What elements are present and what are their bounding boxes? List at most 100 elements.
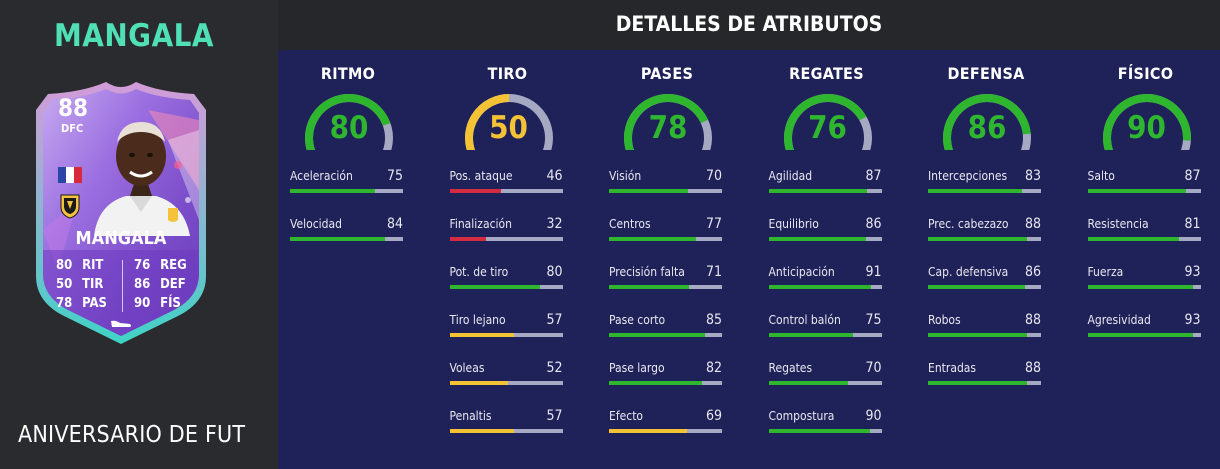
stat-name: Finalización [449,217,512,231]
stat-name: Aceleración [290,169,353,183]
stat-bar-fill [609,237,696,241]
stat-bar-fill [1087,285,1193,289]
stat-bar [449,381,563,385]
stat-name: Entradas [928,361,977,375]
stat-bar [449,285,563,289]
stat-bar-fill [1087,333,1193,337]
valencia-crest-icon [60,194,80,219]
attributes-body [278,50,1220,469]
stat-value: 81 [1184,216,1201,232]
stat-bar [768,429,882,433]
stat-value: 46 [546,168,563,184]
stat-bar-fill [768,333,854,337]
player-card[interactable]: 88 DFC MANGALA 80 RIT 50 TIR 7 [28,80,214,348]
stat-row: Entradas 88 [928,360,1041,391]
stat-bar-fill [449,285,540,289]
stat-bar-fill [1087,189,1186,193]
stat-name: Pot. de tiro [449,265,509,279]
stat-name: Prec. cabezazo [928,217,1009,231]
stat-row: Resistencia 81 [1087,216,1201,247]
stat-bar [1087,333,1201,337]
stat-row: Centros 77 [609,216,722,247]
stat-bar-fill [449,333,514,337]
category-gauge [464,94,553,150]
stat-value: 70 [705,168,722,184]
stat-value: 71 [705,264,722,280]
stat-name: Robos [928,313,961,327]
stat-bar [449,333,563,337]
category-value: 76 [808,110,847,146]
gauge-fill [783,94,866,150]
attributes-title: DETALLES DE ATRIBUTOS [615,12,883,36]
stat-bar [928,189,1041,193]
stat-name: Fuerza [1087,265,1124,279]
stat-bar [768,381,882,385]
stat-name: Salto [1087,169,1115,183]
stat-bar [768,189,882,193]
stat-bar [609,285,722,289]
card-stat: 90 FÍS [134,296,181,311]
stat-row: Pase corto 85 [609,312,722,343]
stat-row: Penaltis 57 [449,408,563,439]
stat-bar-fill [449,237,486,241]
category-gauge [624,93,712,150]
stat-value: 88 [1024,360,1041,376]
category-gauge [305,94,393,150]
card-stat: 80 RIT [56,258,104,273]
category-value: 78 [648,110,688,146]
stat-value: 83 [1024,168,1041,184]
card-stat: 78 PAS [56,296,107,311]
stat-value: 75 [386,168,403,184]
stat-name: Anticipación [768,265,835,279]
card-stat: 50 TIR [56,277,104,292]
stat-bar-fill [290,237,385,241]
stat-bar [609,381,722,385]
stat-name: Regates [768,361,813,375]
stat-value: 86 [865,216,882,232]
stat-value: 90 [865,408,882,424]
stat-name: Centros [609,217,651,231]
category-label: PASES [640,64,694,83]
category-gauge [1102,94,1191,150]
stat-value: 52 [546,360,563,376]
stat-bar [290,189,403,193]
stat-row: Precisión falta 71 [609,264,722,295]
stat-row: Regates 70 [768,360,882,391]
stat-row: Anticipación 91 [768,264,882,295]
stat-bar-fill [768,381,848,385]
stat-value: 70 [865,360,882,376]
card-stats-right: 76 REG 86 DEF 90 FÍS [134,258,187,315]
stat-bar [449,189,563,193]
stat-name: Control balón [768,313,841,327]
stat-row: Intercepciones 83 [928,168,1041,199]
category-value: 80 [329,110,369,146]
stat-row: Visión 70 [609,168,722,199]
stat-row: Agresividad 93 [1087,312,1201,343]
stat-name: Precisión falta [609,265,685,279]
stat-name: Pos. ataque [449,169,513,183]
stat-value: 82 [705,360,722,376]
stat-value: 91 [865,264,882,280]
attributes-header: DETALLES DE ATRIBUTOS [278,0,1220,50]
player-panel: MANGALA 8 [0,0,278,469]
stat-row: Salto 87 [1087,168,1201,199]
stat-row: Equilibrio 86 [768,216,882,247]
stat-bar [928,333,1041,337]
stat-name: Efecto [609,409,644,423]
stat-value: 57 [546,408,563,424]
stat-name: Velocidad [290,217,342,231]
stat-name: Resistencia [1087,217,1149,231]
stat-bar-fill [768,285,872,289]
stat-bar-fill [609,429,687,433]
stat-bar [1087,189,1201,193]
stat-bar [609,429,722,433]
stat-row: Pot. de tiro 80 [449,264,563,295]
category-value: 50 [489,110,528,146]
stat-bar-fill [290,189,375,193]
stat-name: Pase largo [609,361,665,375]
stat-value: 88 [1024,312,1041,328]
stat-name: Visión [609,169,642,183]
stat-name: Tiro lejano [449,313,506,327]
stat-row: Pase largo 82 [609,360,722,391]
stat-bar-fill [768,237,866,241]
